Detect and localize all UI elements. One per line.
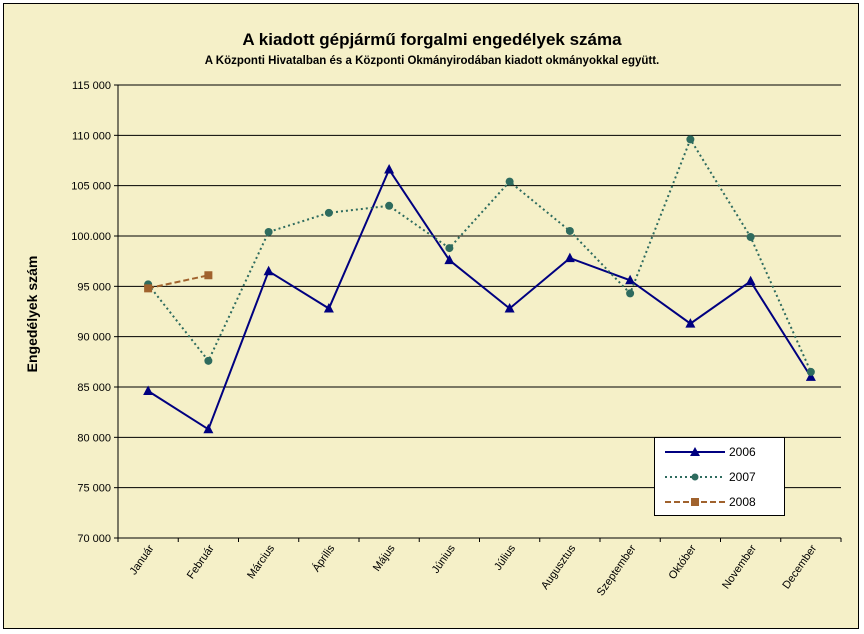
series-line-2006 — [147, 167, 812, 431]
y-tick-label: 110 000 — [72, 130, 111, 142]
data-point-2007 — [565, 226, 574, 235]
y-tick-label: 80 000 — [77, 432, 111, 444]
data-point-2007 — [264, 227, 273, 236]
data-point-2007 — [324, 208, 333, 217]
data-point-2007 — [806, 367, 815, 376]
y-tick-label: 100.000 — [71, 231, 111, 243]
legend-swatch-2008 — [665, 498, 725, 506]
data-point-2007 — [385, 201, 394, 210]
y-tick-label: 95 000 — [77, 281, 111, 293]
data-point-2006 — [263, 265, 274, 276]
data-point-2007 — [686, 135, 695, 144]
data-point-2006 — [685, 318, 696, 328]
legend-swatch-2006 — [665, 447, 725, 456]
data-point-2006 — [504, 302, 515, 313]
x-tick-label: November — [720, 543, 759, 592]
data-point-2008 — [144, 284, 153, 293]
legend: 2006 2007 2008 — [654, 437, 785, 516]
data-point-2006 — [745, 275, 756, 286]
legend-label-2007: 2007 — [729, 470, 756, 484]
legend-item-2006: 2006 — [655, 444, 786, 460]
data-point-2006 — [625, 274, 636, 285]
data-point-2006 — [444, 254, 455, 265]
data-point-2006 — [384, 164, 395, 174]
y-tick-label: 90 000 — [77, 332, 111, 344]
legend-swatch-2007 — [665, 473, 725, 481]
legend-label-2006: 2006 — [729, 445, 756, 459]
x-tick-label: Június — [430, 542, 458, 575]
chart-title: A kiadott gépjármű forgalmi engedélyek s… — [242, 30, 622, 49]
y-tick-label: 105 000 — [71, 181, 111, 193]
data-point-2008 — [204, 271, 213, 280]
data-point-2006 — [323, 302, 334, 313]
data-point-2006 — [805, 371, 816, 381]
chart-subtitle: A Központi Hivatalban és a Központi Okmá… — [204, 55, 660, 67]
series-line-2007 — [147, 137, 812, 373]
x-tick-label: December — [780, 543, 819, 592]
legend-item-2008: 2008 — [655, 494, 786, 510]
x-tick-label: Március — [245, 542, 277, 581]
data-point-2006 — [143, 385, 154, 396]
y-tick-label: 85 000 — [77, 382, 111, 394]
legend-item-2007: 2007 — [655, 469, 786, 485]
y-tick-label: 115 000 — [72, 80, 111, 92]
x-tick-label: Július — [492, 542, 518, 572]
data-point-2006 — [564, 252, 575, 263]
legend-label-2008: 2008 — [729, 495, 756, 509]
data-point-2007 — [505, 177, 514, 186]
x-tick-label: Október — [667, 543, 699, 582]
y-tick-label: 75 000 — [77, 483, 111, 495]
x-tick-label: Május — [371, 542, 398, 573]
data-point-2007 — [626, 289, 635, 298]
x-tick-label: Február — [185, 543, 217, 582]
series-line-2008 — [147, 274, 209, 290]
y-tick-label: 70 000 — [77, 533, 111, 545]
x-tick-label: Szeptember — [595, 543, 639, 599]
x-tick-label: Január — [127, 543, 156, 578]
data-point-2007 — [746, 233, 755, 242]
x-tick-label: Augusztus — [539, 542, 579, 591]
x-tick-label: Április — [310, 542, 338, 574]
data-point-2007 — [204, 356, 213, 365]
data-point-2007 — [445, 244, 454, 253]
data-point-2006 — [203, 423, 214, 434]
